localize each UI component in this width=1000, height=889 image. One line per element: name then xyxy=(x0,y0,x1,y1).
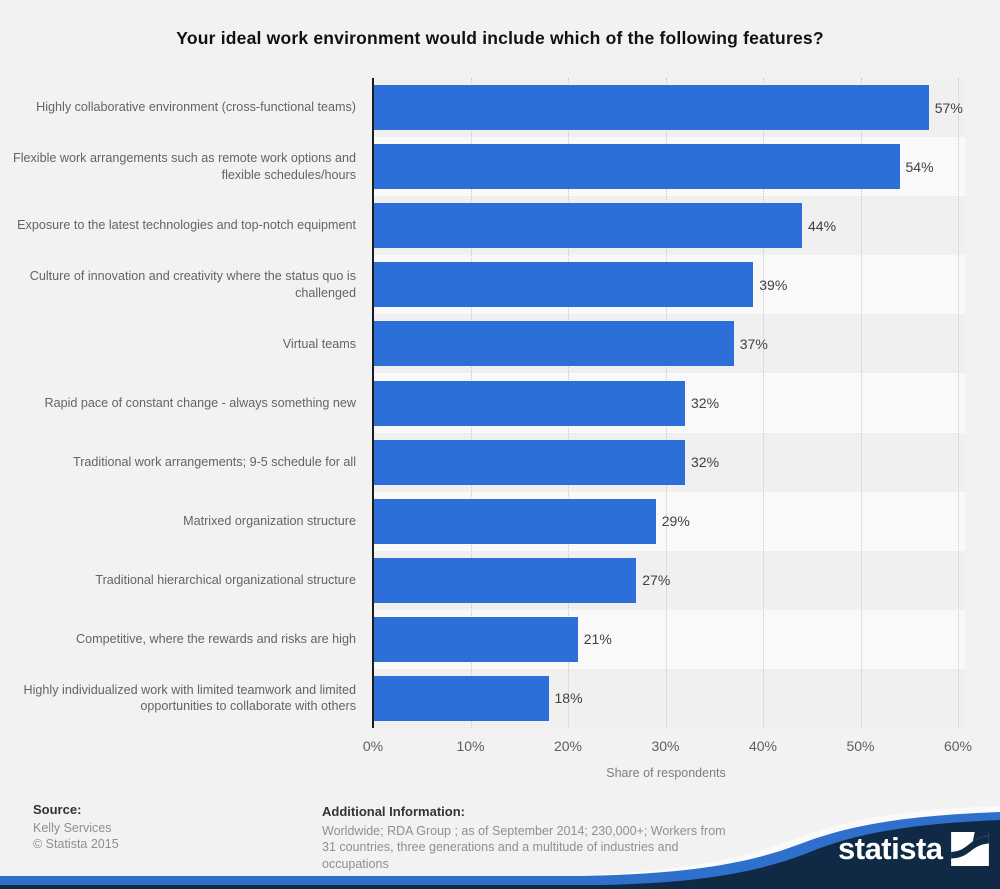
category-label: Culture of innovation and creativity whe… xyxy=(29,269,356,300)
row-plot-area: 57% xyxy=(373,78,965,138)
bar-value-label: 37% xyxy=(739,335,768,352)
additional-info-block: Additional Information: Worldwide; RDA G… xyxy=(322,804,730,872)
row-plot-area: 32% xyxy=(373,432,965,492)
category-label: Virtual teams xyxy=(282,336,356,351)
row-plot-area: 29% xyxy=(373,491,965,551)
row-plot-area: 39% xyxy=(373,255,965,315)
source-name: Kelly Services xyxy=(33,821,112,835)
chart-row: Virtual teams 37% xyxy=(0,314,1000,374)
bar-value-label: 32% xyxy=(691,454,720,471)
category-label: Flexible work arrangements such as remot… xyxy=(13,151,356,182)
chart-row: Competitive, where the rewards and risks… xyxy=(0,609,1000,669)
row-plot-area: 18% xyxy=(373,668,965,729)
bar xyxy=(373,203,802,249)
additional-info-text: Worldwide; RDA Group ; as of September 2… xyxy=(322,824,726,871)
bar xyxy=(373,262,754,308)
statista-wordmark: statista xyxy=(838,831,943,866)
chart-row: Flexible work arrangements such as remot… xyxy=(0,137,1000,197)
row-plot-area: 27% xyxy=(373,550,965,610)
bar-value-label: 44% xyxy=(808,217,837,234)
category-label: Traditional work arrangements; 9-5 sched… xyxy=(72,454,356,469)
x-tick-label: 50% xyxy=(846,738,875,754)
category-label: Highly individualized work with limited … xyxy=(23,682,356,714)
row-plot-area: 32% xyxy=(373,373,965,433)
bar-value-label: 57% xyxy=(934,99,963,116)
bar xyxy=(373,616,578,662)
chart-rows: Highly collaborative environment (cross-… xyxy=(0,78,1000,729)
bar xyxy=(373,557,637,603)
x-tick-label: 10% xyxy=(456,738,485,754)
source-block: Source: Kelly Services © Statista 2015 xyxy=(33,802,119,853)
additional-info-label: Additional Information: xyxy=(322,804,465,819)
bar xyxy=(373,675,549,721)
statista-footer-wave xyxy=(0,806,1000,889)
category-label: Rapid pace of constant change - always s… xyxy=(44,395,356,410)
bar xyxy=(373,498,656,544)
x-tick-label: 60% xyxy=(943,738,973,754)
row-plot-area: 37% xyxy=(373,314,965,374)
chart-row: Matrixed organization structure 29% xyxy=(0,491,1000,551)
x-tick-label: 20% xyxy=(553,738,583,754)
bar-value-label: 21% xyxy=(583,631,612,648)
chart-row: Exposure to the latest technologies and … xyxy=(0,196,1000,256)
category-label: Traditional hierarchical organizational … xyxy=(95,572,356,587)
x-axis-ticks: 0% 10% 20% 30% 40% 50% 60% xyxy=(0,738,1000,756)
chart-title: Your ideal work environment would includ… xyxy=(176,28,824,48)
bar-value-label: 39% xyxy=(759,276,788,293)
source-label: Source: xyxy=(33,802,82,817)
row-plot-area: 54% xyxy=(373,137,965,197)
statista-logo-icon xyxy=(950,832,989,866)
copyright-line: © Statista 2015 xyxy=(33,837,119,852)
chart-row: Culture of innovation and creativity whe… xyxy=(0,255,1000,315)
bar xyxy=(373,144,900,190)
category-label: Exposure to the latest technologies and … xyxy=(17,218,356,233)
chart-row: Rapid pace of constant change - always s… xyxy=(0,373,1000,433)
bar xyxy=(373,321,734,367)
x-tick-label: 30% xyxy=(651,738,680,754)
x-tick-label: 40% xyxy=(748,738,778,754)
bar-value-label: 29% xyxy=(661,513,690,530)
category-label: Matrixed organization structure xyxy=(183,513,356,528)
bar-value-label: 54% xyxy=(905,158,934,175)
y-axis-line xyxy=(372,78,374,728)
row-plot-area: 21% xyxy=(373,609,965,669)
bar-value-label: 32% xyxy=(691,395,720,412)
category-label: Highly collaborative environment (cross-… xyxy=(36,100,356,115)
bar-value-label: 27% xyxy=(642,572,671,589)
x-tick-label: 0% xyxy=(362,738,384,754)
chart-row: Highly collaborative environment (cross-… xyxy=(0,78,1000,138)
chart-row: Traditional work arrangements; 9-5 sched… xyxy=(0,432,1000,492)
row-plot-area: 44% xyxy=(373,196,965,256)
bar xyxy=(373,439,685,485)
bar-value-label: 18% xyxy=(554,690,583,707)
chart-row: Highly individualized work with limited … xyxy=(0,668,1000,729)
x-axis-label: Share of respondents xyxy=(606,766,726,780)
bar xyxy=(373,85,929,131)
bar xyxy=(373,380,685,426)
chart-row: Traditional hierarchical organizational … xyxy=(0,550,1000,610)
category-label: Competitive, where the rewards and risks… xyxy=(76,632,356,647)
statista-logo: statista xyxy=(838,831,989,867)
